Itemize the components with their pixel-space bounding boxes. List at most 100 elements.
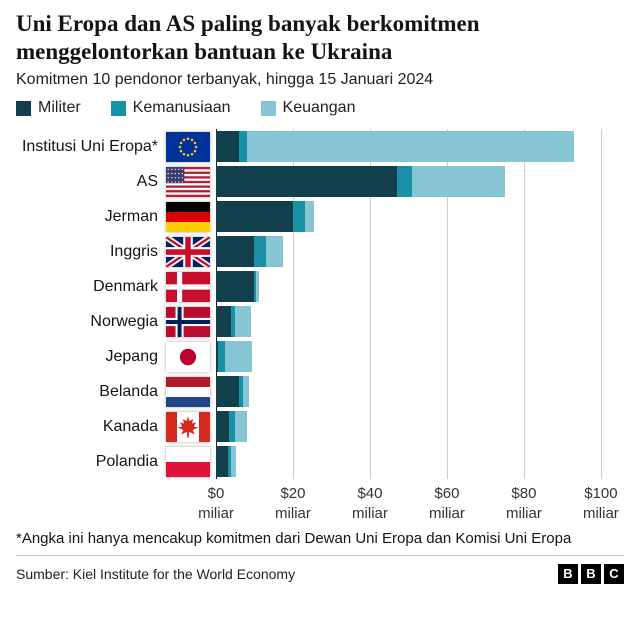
page-title: Uni Eropa dan AS paling banyak berkomitm…	[16, 11, 480, 64]
bar-segment-kemanusiaan	[292, 201, 305, 233]
flag-eu-icon	[166, 131, 210, 162]
bar-segment-militer	[216, 306, 232, 338]
divider	[16, 554, 624, 556]
bar-segment-keuangan	[256, 271, 260, 303]
bar-segment-militer	[216, 166, 397, 198]
bar-track	[216, 271, 624, 303]
bar-segment-kemanusiaan	[231, 306, 236, 338]
bbc-logo-letter: B	[581, 563, 601, 584]
bar-track	[216, 166, 624, 198]
flag-jp-icon	[166, 341, 210, 372]
flag-us-icon	[166, 166, 210, 197]
category-label: Norwegia	[90, 312, 158, 330]
legend-label: Kemanusiaan	[132, 99, 231, 117]
chart-row-as: AS	[16, 164, 624, 199]
x-tick-20: $20 miliar	[275, 485, 311, 522]
chart-row-belanda: Belanda	[16, 374, 624, 409]
bar-segment-keuangan	[235, 306, 251, 338]
source-text: Sumber: Kiel Institute for the World Eco…	[16, 565, 296, 582]
chart-row-polandia: Polandia	[16, 444, 624, 479]
bar-segment-kemanusiaan	[229, 411, 236, 443]
chart-row-kanada: Kanada	[16, 409, 624, 444]
flag-ca-icon	[166, 411, 210, 442]
bar-segment-kemanusiaan	[254, 271, 257, 303]
bar-track	[216, 201, 624, 233]
bar-segment-kemanusiaan	[239, 131, 247, 163]
gridline-0	[216, 129, 217, 480]
bar-track	[216, 411, 624, 443]
bar-segment-keuangan	[225, 341, 253, 373]
bar-segment-kemanusiaan	[239, 376, 243, 408]
legend-label: Militer	[38, 99, 81, 117]
x-tick-80: $80 miliar	[506, 485, 542, 522]
bar-segment-militer	[216, 411, 230, 443]
legend-item-kemanusiaan: Kemanusiaan	[110, 99, 231, 117]
bbc-logo-letter: B	[558, 563, 578, 584]
bar-segment-militer	[216, 341, 218, 373]
legend-swatch-militer	[16, 100, 31, 116]
bar-segment-keuangan	[235, 411, 247, 443]
bar-segment-kemanusiaan	[227, 446, 232, 478]
chart-row-institusi-uni-eropa: Institusi Uni Eropa*	[16, 129, 624, 164]
bar-segment-militer	[216, 376, 240, 408]
legend-swatch-keuangan	[260, 100, 276, 116]
category-label: Belanda	[99, 382, 158, 400]
gridline-80	[523, 129, 525, 480]
chart-row-inggris: Inggris	[16, 234, 624, 269]
flag-nl-icon	[166, 376, 210, 407]
x-tick-0: $0 miliar	[198, 485, 234, 522]
x-tick-40: $40 miliar	[352, 485, 388, 522]
chart-row-denmark: Denmark	[16, 269, 624, 304]
bar-segment-militer	[216, 236, 255, 268]
flag-pl-icon	[166, 446, 210, 477]
bar-track	[216, 341, 624, 373]
category-label: Jepang	[105, 347, 159, 365]
footnote: *Angka ini hanya mencakup komitmen dari …	[16, 530, 572, 548]
x-axis: $0 miliar $20 miliar $40 miliar $60 miliar $80 mi…	[198, 479, 624, 525]
footer: Sumber: Kiel Institute for the World Eco…	[16, 556, 624, 584]
bar-track	[216, 446, 624, 478]
bar-segment-militer	[216, 131, 240, 163]
bar-track	[216, 131, 624, 163]
bar-segment-keuangan	[246, 131, 574, 163]
legend-item-keuangan: Keuangan	[260, 99, 356, 117]
bar-track	[216, 376, 624, 408]
gridline-20	[292, 129, 294, 480]
bar-segment-keuangan	[231, 446, 237, 478]
gridline-100	[600, 129, 602, 480]
bar-segment-keuangan	[304, 201, 315, 233]
category-label: AS	[136, 172, 158, 190]
category-label: Denmark	[93, 277, 158, 295]
chart-rows: Institusi Uni Eropa* AS Jerman Inggris Denma…	[16, 129, 624, 479]
bar-track	[216, 306, 624, 338]
bar-segment-militer	[216, 271, 255, 303]
flag-gb-icon	[166, 236, 210, 267]
legend-item-militer: Militer	[16, 99, 81, 117]
gridline-40	[369, 129, 371, 480]
category-label: Jerman	[104, 207, 158, 225]
bar-segment-kemanusiaan	[217, 341, 226, 373]
legend-swatch-kemanusiaan	[110, 100, 126, 116]
bar-segment-militer	[216, 201, 293, 233]
x-tick-100: $100 miliar	[582, 485, 619, 522]
category-label: Polandia	[95, 452, 158, 470]
bar-segment-keuangan	[266, 236, 284, 268]
bar-segment-kemanusiaan	[254, 236, 267, 268]
bar-segment-keuangan	[412, 166, 505, 198]
category-label: Kanada	[102, 417, 158, 435]
chart-row-jepang: Jepang	[16, 339, 624, 374]
category-label: Institusi Uni Eropa*	[21, 137, 158, 155]
legend-label: Keuangan	[282, 99, 356, 117]
flag-no-icon	[166, 306, 210, 337]
bar-segment-keuangan	[242, 376, 249, 408]
category-label: Inggris	[109, 242, 158, 260]
gridlines	[216, 129, 624, 480]
chart-row-jerman: Jerman	[16, 199, 624, 234]
x-tick-60: $60 miliar	[429, 485, 465, 522]
bbc-logo-letter: C	[604, 563, 624, 584]
gridline-60	[446, 129, 448, 480]
bar-track	[216, 236, 624, 268]
bar-segment-kemanusiaan	[396, 166, 413, 198]
